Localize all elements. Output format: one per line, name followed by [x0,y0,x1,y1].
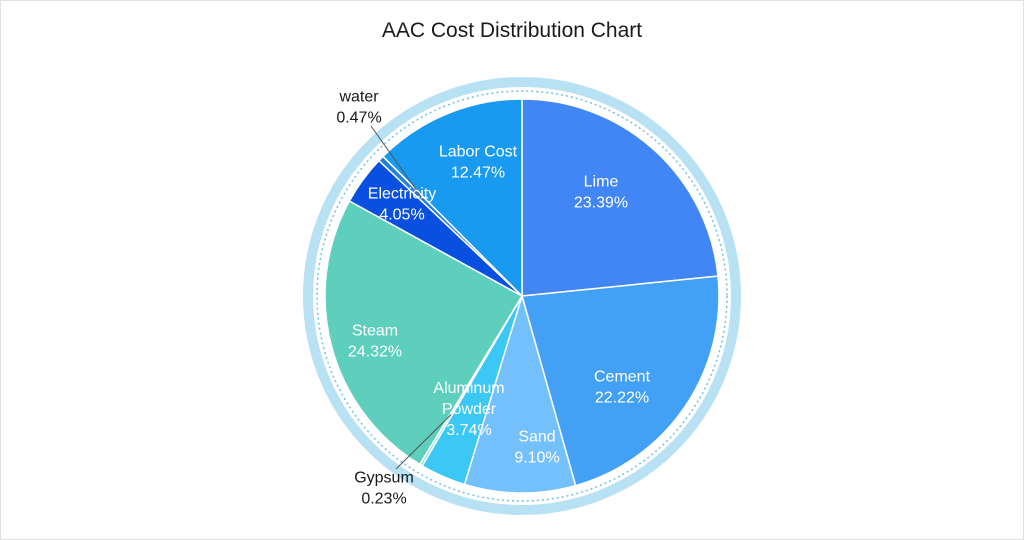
chart-title: AAC Cost Distribution Chart [381,19,643,42]
pie-slice-lime [521,98,719,297]
leader-line-gypsum [395,414,452,470]
slice-label-electricity: Electricity 4.05% [368,186,436,224]
slice-label-steam: Steam 24.32% [348,323,402,361]
pie-slice-sand [463,293,577,494]
pie-slice-steam [324,199,524,466]
outer-label-gypsum: Gypsum 0.23% [354,470,414,508]
leader-line-water [370,125,424,201]
pie-slice-labor-cost [381,98,523,298]
slice-label-cement: Cement 22.22% [594,369,651,407]
slice-label-lime: Lime 23.39% [574,174,628,212]
outer-ring [303,77,741,515]
slice-label-labor-cost: Labor Cost 12.47% [439,144,518,182]
outer-label-water: water 0.47% [336,89,381,127]
dotted-ring [316,90,728,502]
slice-label-sand: Sand 9.10% [514,429,559,467]
slice-label-aluminum-powder: Aluminum Powder 3.74% [433,380,504,439]
pie-slice-cement [521,275,720,487]
